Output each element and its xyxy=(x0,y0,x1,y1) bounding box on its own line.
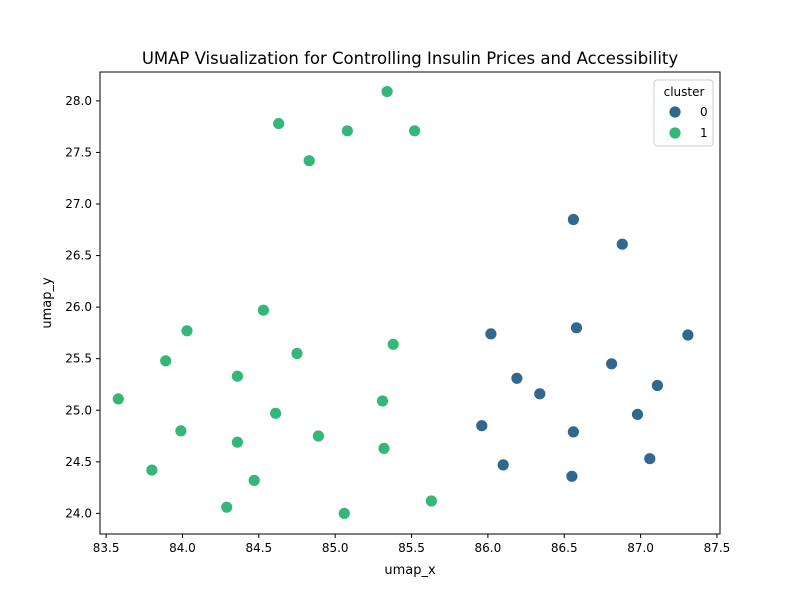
legend-entries: 01 xyxy=(668,105,708,140)
data-point-cluster-0 xyxy=(567,213,580,226)
y-tick-label: 27.0 xyxy=(65,197,92,211)
data-point-cluster-1 xyxy=(111,392,125,406)
data-point-cluster-0 xyxy=(643,452,657,466)
x-tick-label: 84.5 xyxy=(245,541,272,555)
y-axis-ticks: 24.0 24.5 25.0 25.5 26.0 26.5 27.0 27.5 28.0 xyxy=(65,94,100,520)
x-tick-label: 87.0 xyxy=(627,541,654,555)
data-point-cluster-1 xyxy=(376,394,389,408)
plot-area: 83.5 84.0 84.5 85.0 85.5 86.0 86.5 87.0 87.5 24.… xyxy=(65,71,731,555)
x-tick-label: 85.0 xyxy=(322,541,349,555)
x-tick-label: 87.5 xyxy=(704,541,731,555)
data-point-cluster-1 xyxy=(311,429,325,443)
x-tick-label: 86.0 xyxy=(475,541,502,555)
data-point-cluster-1 xyxy=(230,435,244,449)
data-point-cluster-0 xyxy=(484,327,498,341)
data-point-cluster-0 xyxy=(570,321,583,335)
data-point-cluster-1 xyxy=(220,500,234,514)
data-point-cluster-0 xyxy=(533,387,547,401)
x-tick-label: 86.5 xyxy=(551,541,578,555)
x-tick-label: 85.5 xyxy=(398,541,425,555)
data-point-cluster-1 xyxy=(180,324,194,338)
data-point-cluster-1 xyxy=(145,463,159,477)
legend-label-1: 1 xyxy=(700,126,708,140)
data-points xyxy=(111,85,695,520)
data-point-cluster-1 xyxy=(256,303,270,317)
legend-marker-1 xyxy=(668,126,682,140)
data-point-cluster-0 xyxy=(510,371,524,385)
data-point-cluster-0 xyxy=(631,407,644,421)
data-point-cluster-1 xyxy=(302,154,316,168)
y-tick-label: 26.5 xyxy=(65,249,92,263)
data-point-cluster-0 xyxy=(605,357,618,371)
data-point-cluster-0 xyxy=(496,458,510,472)
x-tick-label: 84.0 xyxy=(169,541,196,555)
legend-box xyxy=(653,79,714,147)
y-tick-label: 28.0 xyxy=(65,94,92,108)
data-point-cluster-0 xyxy=(567,425,580,439)
plot-frame xyxy=(99,71,721,535)
y-tick-label: 24.0 xyxy=(65,506,92,520)
data-point-cluster-1 xyxy=(424,494,438,508)
x-axis-ticks: 83.5 84.0 84.5 85.0 85.5 86.0 86.5 87.0 87.5 xyxy=(93,534,731,555)
data-point-cluster-1 xyxy=(408,124,422,138)
data-point-cluster-1 xyxy=(272,117,286,130)
data-point-cluster-0 xyxy=(651,379,664,392)
y-tick-label: 27.5 xyxy=(65,145,92,159)
data-point-cluster-1 xyxy=(377,441,391,455)
data-point-cluster-0 xyxy=(681,328,695,342)
legend-label-0: 0 xyxy=(700,105,708,119)
data-point-cluster-1 xyxy=(380,85,394,98)
chart-title: UMAP Visualization for Controlling Insul… xyxy=(142,49,679,68)
legend-marker-0 xyxy=(668,105,682,119)
data-point-cluster-1 xyxy=(269,406,283,420)
data-point-cluster-0 xyxy=(565,469,579,483)
y-tick-label: 25.5 xyxy=(65,352,92,366)
legend: cluster 01 xyxy=(653,79,714,147)
data-point-cluster-1 xyxy=(174,424,188,438)
y-tick-label: 24.5 xyxy=(65,455,92,469)
data-point-cluster-1 xyxy=(230,369,244,383)
legend-title: cluster xyxy=(664,85,705,99)
y-axis-label: umap_y xyxy=(40,277,55,329)
x-axis-label: umap_x xyxy=(384,563,436,578)
y-tick-label: 25.0 xyxy=(65,403,92,417)
data-point-cluster-1 xyxy=(386,337,400,351)
x-tick-label: 83.5 xyxy=(93,541,120,555)
data-point-cluster-0 xyxy=(475,419,489,433)
data-point-cluster-0 xyxy=(615,237,629,251)
data-point-cluster-1 xyxy=(159,354,173,368)
data-point-cluster-1 xyxy=(247,473,261,487)
data-point-cluster-1 xyxy=(340,124,354,138)
y-tick-label: 26.0 xyxy=(65,300,92,314)
data-point-cluster-1 xyxy=(337,507,351,520)
data-point-cluster-1 xyxy=(290,347,304,360)
